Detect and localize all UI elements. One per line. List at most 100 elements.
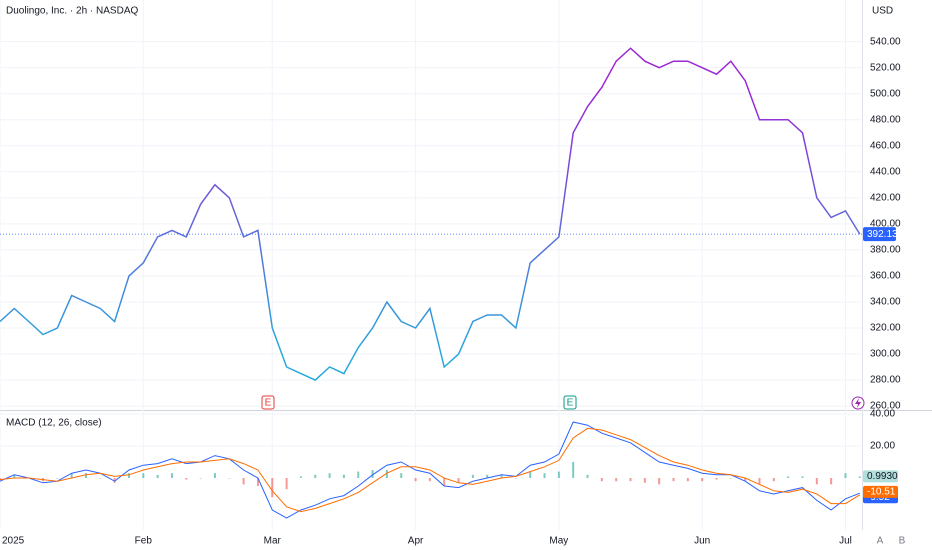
scale-button: B <box>899 536 906 547</box>
price-badge-label: 392.13 <box>867 229 898 240</box>
histogram-bar <box>185 478 188 480</box>
histogram-bar <box>457 478 460 483</box>
earnings-label: E <box>567 398 574 409</box>
histogram-bar <box>557 471 560 478</box>
scale-button: A <box>877 536 884 547</box>
macd-line <box>0 421 860 519</box>
macd-line <box>0 427 861 513</box>
histogram-bar <box>830 478 833 485</box>
histogram-bar <box>801 476 804 478</box>
histogram-bar <box>643 478 646 483</box>
histogram-bar <box>844 473 847 478</box>
histogram-bar <box>658 478 661 485</box>
value-badge <box>863 485 898 498</box>
histogram-bar <box>213 473 216 478</box>
histogram-bar <box>514 478 517 479</box>
histogram-bar <box>127 473 130 478</box>
histogram-bar <box>357 471 360 478</box>
histogram-bar <box>242 478 245 485</box>
histogram-bar <box>271 478 274 498</box>
histogram-bar <box>371 470 374 478</box>
chart-title: Duolingo, Inc. · 2h · NASDAQ <box>6 6 138 17</box>
histogram-bar <box>787 476 790 478</box>
histogram-bar <box>13 474 16 478</box>
histogram-bar <box>256 478 259 486</box>
histogram-bar <box>729 478 732 479</box>
x-tick-label: May <box>549 536 568 547</box>
histogram-bar <box>385 470 388 478</box>
histogram-bar <box>0 478 1 480</box>
lightning-icon <box>855 398 861 408</box>
histogram-bar <box>629 478 632 482</box>
histogram-bar <box>400 473 403 478</box>
histogram-bar <box>99 478 102 479</box>
earnings-marker <box>563 395 577 410</box>
histogram-bar <box>314 474 317 478</box>
currency: USD <box>872 6 893 17</box>
x-tick-label: 2025 <box>2 536 25 547</box>
histogram-bar <box>471 474 474 478</box>
y-tick-label: 340.00 <box>870 297 901 308</box>
histogram-bar <box>328 473 331 478</box>
histogram-bar <box>744 478 747 482</box>
y-tick-label: 40.00 <box>870 409 895 420</box>
histogram-bar <box>84 473 87 478</box>
histogram-bar <box>299 476 302 478</box>
histogram-bar <box>672 478 675 482</box>
price-badge <box>863 227 896 242</box>
y-tick-label: 280.00 <box>870 375 901 386</box>
histogram-bar <box>486 474 489 478</box>
histogram-bar <box>858 476 861 478</box>
histogram-bar <box>572 462 575 478</box>
macd-title: MACD (12, 26, close) <box>6 418 102 429</box>
y-tick-label: 520.00 <box>870 62 901 73</box>
value-badge-label: 0.9930 <box>867 471 898 482</box>
histogram-bar <box>758 478 761 485</box>
histogram-bar <box>142 473 145 478</box>
y-tick-label: 300.00 <box>870 349 901 360</box>
histogram-bar <box>228 478 231 479</box>
y-tick-label: 260.00 <box>870 401 901 412</box>
y-tick-label: 380.00 <box>870 245 901 256</box>
y-tick-label: 540.00 <box>870 36 901 47</box>
histogram-bar <box>443 478 446 486</box>
price-line <box>0 47 861 381</box>
y-tick-label: 360.00 <box>870 271 901 282</box>
y-tick-label: 460.00 <box>870 140 901 151</box>
histogram-bar <box>156 474 159 478</box>
y-tick-label: 500.00 <box>870 88 901 99</box>
histogram-bar <box>815 478 818 485</box>
y-tick-label: 440.00 <box>870 166 901 177</box>
histogram-bar <box>199 478 202 479</box>
histogram-bar <box>70 473 73 478</box>
histogram-bar <box>113 478 116 483</box>
histogram-bar <box>701 478 704 482</box>
histogram-bar <box>543 473 546 478</box>
y-tick-label: 400.00 <box>870 219 901 230</box>
y-tick-label: 420.00 <box>870 192 901 203</box>
x-tick-label: Mar <box>264 536 282 547</box>
histogram-bar <box>615 478 618 482</box>
histogram-bar <box>170 473 173 478</box>
earnings-label: E <box>265 398 272 409</box>
value-badge <box>863 470 898 483</box>
histogram-bar <box>428 478 431 482</box>
histogram-bar <box>586 474 589 478</box>
histogram-bar <box>414 478 417 482</box>
y-tick-label: 480.00 <box>870 114 901 125</box>
earnings-marker <box>261 395 275 410</box>
value-badge-label: -10.51 <box>867 486 896 497</box>
y-tick-label: 20.00 <box>870 441 895 452</box>
x-tick-label: Jun <box>694 536 710 547</box>
histogram-bar <box>715 478 718 480</box>
x-tick-label: Feb <box>135 536 153 547</box>
histogram-bar <box>772 478 775 482</box>
histogram-bar <box>529 471 532 478</box>
histogram-bar <box>686 478 689 482</box>
histogram-bar <box>600 478 603 482</box>
histogram-bar <box>342 474 345 478</box>
histogram-bar <box>500 474 503 478</box>
histogram-bar <box>56 478 59 479</box>
